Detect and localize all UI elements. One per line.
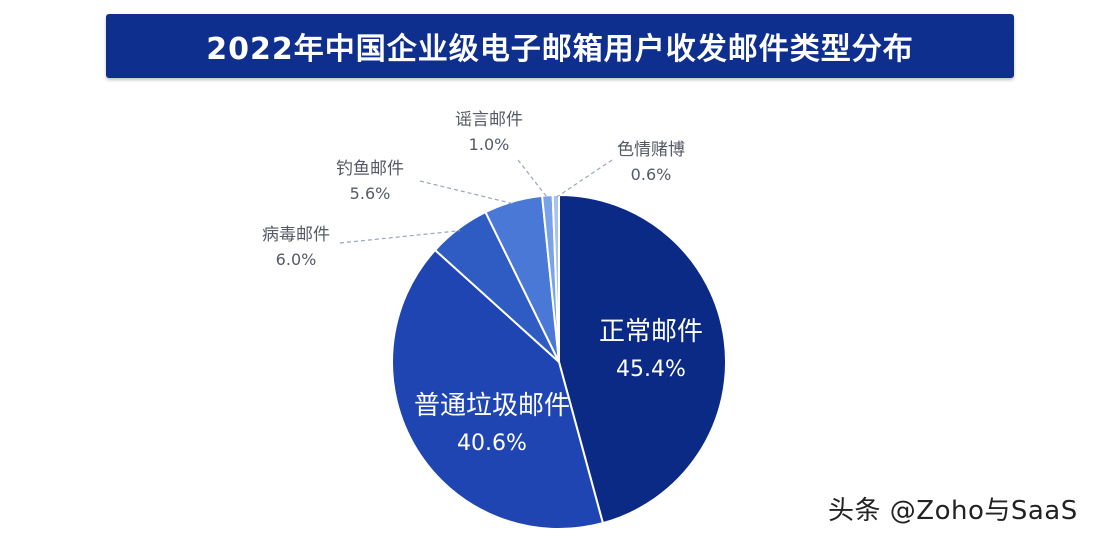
slice-labels: 正常邮件 45.4% 普通垃圾邮件 40.6% 病毒邮件 6.0% 钓鱼邮件 5.6% 谣言邮件… <box>262 110 703 456</box>
slice-value-3: 5.6% <box>350 184 391 203</box>
leader-line-2 <box>339 230 461 244</box>
slice-value-5: 0.6% <box>631 165 672 184</box>
slice-value-4: 1.0% <box>469 135 510 154</box>
pie-slice-0 <box>558 193 727 525</box>
slice-label-4: 谣言邮件 <box>455 110 523 130</box>
slice-label-2: 病毒邮件 <box>262 225 330 245</box>
leader-lines <box>339 159 613 244</box>
chart-title: 2022年中国企业级电子邮箱用户收发邮件类型分布 <box>206 32 914 67</box>
slice-value-0: 45.4% <box>616 357 686 382</box>
slice-label-1: 普通垃圾邮件 <box>414 391 570 421</box>
pie-slice-1 <box>391 248 605 530</box>
pie-slices <box>391 193 727 530</box>
slice-label-3: 钓鱼邮件 <box>336 159 404 179</box>
title-banner: 2022年中国企业级电子邮箱用户收发邮件类型分布 <box>106 14 1014 78</box>
watermark: 头条 @Zoho与SaaS <box>828 496 1078 526</box>
leader-line-5 <box>555 159 613 199</box>
slice-value-1: 40.6% <box>457 431 527 456</box>
slice-label-0: 正常邮件 <box>599 317 703 347</box>
slice-label-5: 色情赌博 <box>617 140 685 160</box>
slice-value-2: 6.0% <box>276 250 317 269</box>
leader-line-4 <box>517 159 549 199</box>
leader-line-3 <box>419 180 514 205</box>
